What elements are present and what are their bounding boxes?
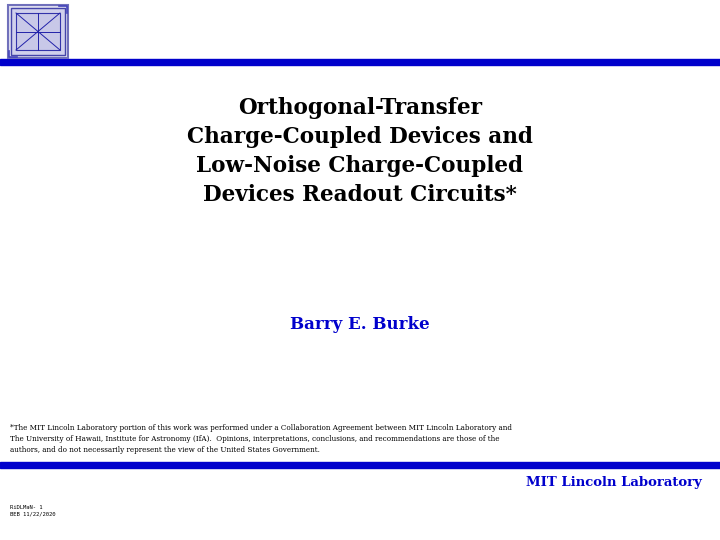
Text: Orthogonal-Transfer
Charge-Coupled Devices and
Low-Noise Charge-Coupled
Devices : Orthogonal-Transfer Charge-Coupled Devic… [187, 97, 533, 206]
Text: MIT Lincoln Laboratory: MIT Lincoln Laboratory [526, 476, 702, 489]
Bar [0, 462, 720, 468]
Text: RiDLMaN- 1
BEB 11/22/2020: RiDLMaN- 1 BEB 11/22/2020 [10, 505, 55, 516]
Text: *The MIT Lincoln Laboratory portion of this work was performed under a Collabora: *The MIT Lincoln Laboratory portion of t… [10, 424, 512, 454]
Bar [11, 8, 65, 55]
Bar [8, 5, 68, 58]
Bar [16, 13, 60, 50]
Bar [0, 59, 720, 65]
Text: Barry E. Burke: Barry E. Burke [290, 316, 430, 333]
